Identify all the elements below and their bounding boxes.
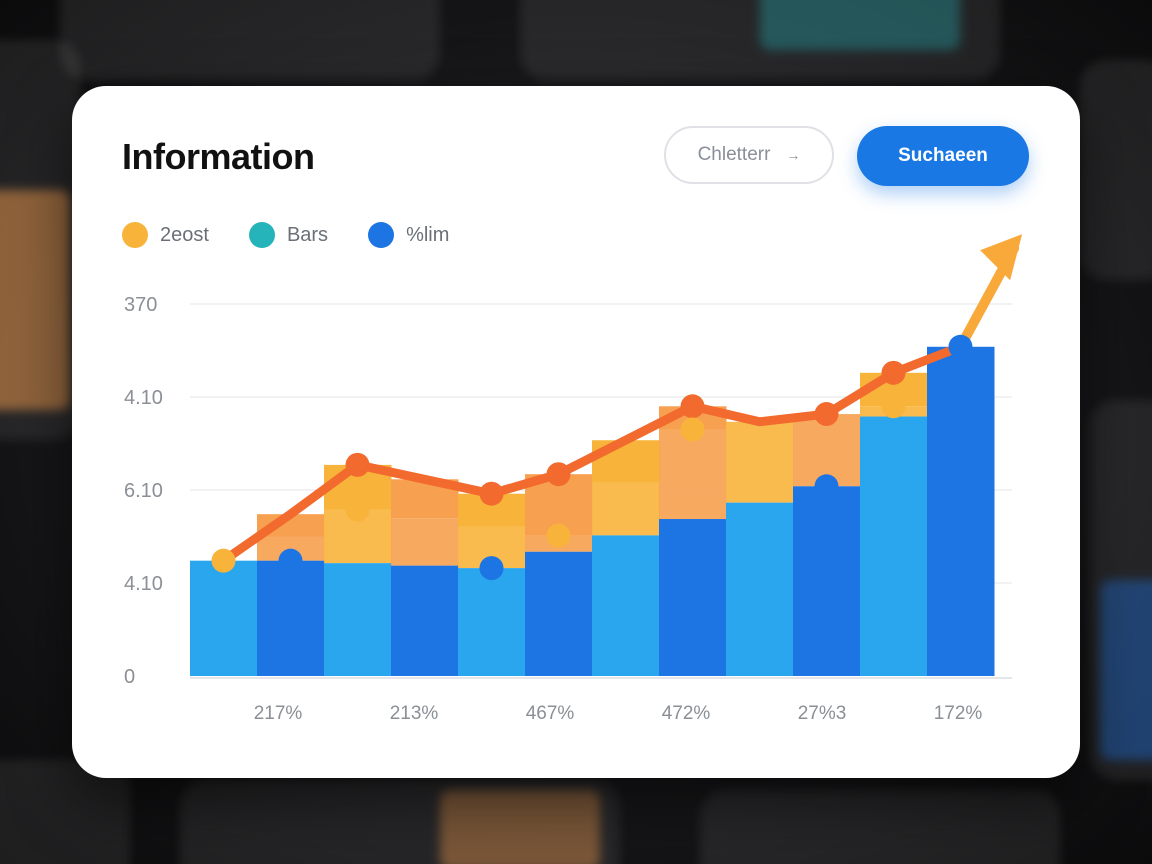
legend-item: Bars bbox=[248, 222, 329, 248]
legend-item: 2eost bbox=[122, 222, 209, 248]
point-blue bbox=[814, 474, 839, 499]
chart-card: Information Chletterr → Suchaeen 2eost B… bbox=[72, 86, 1080, 778]
point-orange bbox=[211, 548, 236, 573]
legend-label: 2eost bbox=[160, 223, 209, 246]
background-tile bbox=[180, 780, 620, 864]
arrow-right-icon: → bbox=[786, 147, 801, 163]
y-tick-label: 6.10 bbox=[124, 480, 163, 502]
legend-item: %lim bbox=[368, 222, 449, 248]
background-tile bbox=[700, 790, 1060, 864]
x-tick-label: 472% bbox=[662, 703, 711, 724]
secondary-button-label: Chletterr bbox=[697, 144, 771, 165]
y-tick-label: 4.10 bbox=[124, 387, 163, 409]
point-yellow bbox=[546, 523, 571, 548]
area-strip-yellow bbox=[391, 518, 459, 566]
area-strip-blue bbox=[592, 535, 660, 676]
area-strip-blue bbox=[659, 519, 727, 676]
point-orange bbox=[814, 402, 839, 427]
point-yellow bbox=[680, 417, 705, 442]
background-tile bbox=[1080, 60, 1152, 280]
x-tick-label: 213% bbox=[390, 703, 439, 724]
area-strip-blue bbox=[726, 502, 794, 676]
point-blue bbox=[479, 556, 504, 581]
area-strip-blue bbox=[793, 486, 861, 676]
chart-legend: 2eost Bars %lim bbox=[122, 222, 449, 248]
area-strip-yellow bbox=[793, 414, 861, 487]
legend-swatch-yellow bbox=[122, 222, 148, 248]
point-orange bbox=[345, 452, 370, 477]
x-tick-label: 217% bbox=[254, 703, 303, 724]
point-yellow bbox=[881, 394, 906, 419]
primary-button[interactable]: Suchaeen bbox=[857, 126, 1029, 186]
background-tile bbox=[60, 0, 440, 80]
area-strip-blue bbox=[525, 551, 593, 676]
page-title: Information bbox=[122, 136, 315, 177]
point-blue bbox=[948, 334, 973, 359]
y-tick-label: 370 bbox=[124, 294, 157, 316]
background-tile bbox=[1090, 400, 1152, 780]
series-line-orange bbox=[219, 342, 965, 566]
area-strip-yellow bbox=[592, 482, 660, 536]
secondary-button[interactable]: Chletterr → bbox=[664, 126, 834, 184]
point-orange bbox=[546, 462, 571, 487]
y-tick-label: 4.10 bbox=[124, 573, 163, 595]
y-tick-label: 0 bbox=[124, 666, 135, 688]
area-strip-blue bbox=[458, 568, 526, 676]
background-tile bbox=[0, 40, 80, 440]
x-tick-label: 27%3 bbox=[798, 703, 847, 724]
point-orange bbox=[881, 360, 906, 385]
point-orange bbox=[680, 394, 705, 419]
legend-swatch-teal bbox=[248, 222, 275, 248]
trend-arrow-head bbox=[980, 234, 1023, 281]
primary-button-label: Suchaeen bbox=[898, 145, 988, 166]
area-chart: 370 4.10 6.10 4.10 0 217% 213% 467% 472% 27%3 172% bbox=[124, 234, 1023, 724]
point-orange bbox=[479, 481, 504, 506]
background-tile bbox=[520, 0, 1000, 80]
x-tick-label: 467% bbox=[526, 703, 575, 724]
point-yellow bbox=[345, 497, 370, 522]
legend-label: Bars bbox=[286, 223, 329, 246]
legend-swatch-blue bbox=[368, 222, 395, 248]
area-strip-yellow bbox=[726, 421, 794, 503]
x-tick-label: 172% bbox=[934, 703, 983, 724]
legend-label: %lim bbox=[406, 223, 450, 246]
area-strip-blue bbox=[927, 346, 995, 676]
area-strip-blue bbox=[324, 563, 392, 676]
area-strip-blue bbox=[257, 560, 325, 676]
area-strip-blue bbox=[190, 560, 258, 676]
area-strip-blue bbox=[391, 565, 459, 676]
area-strip-blue bbox=[860, 416, 928, 676]
area-strip-yellow bbox=[659, 429, 727, 520]
area-strip-orange bbox=[592, 440, 660, 483]
point-blue bbox=[278, 548, 303, 573]
